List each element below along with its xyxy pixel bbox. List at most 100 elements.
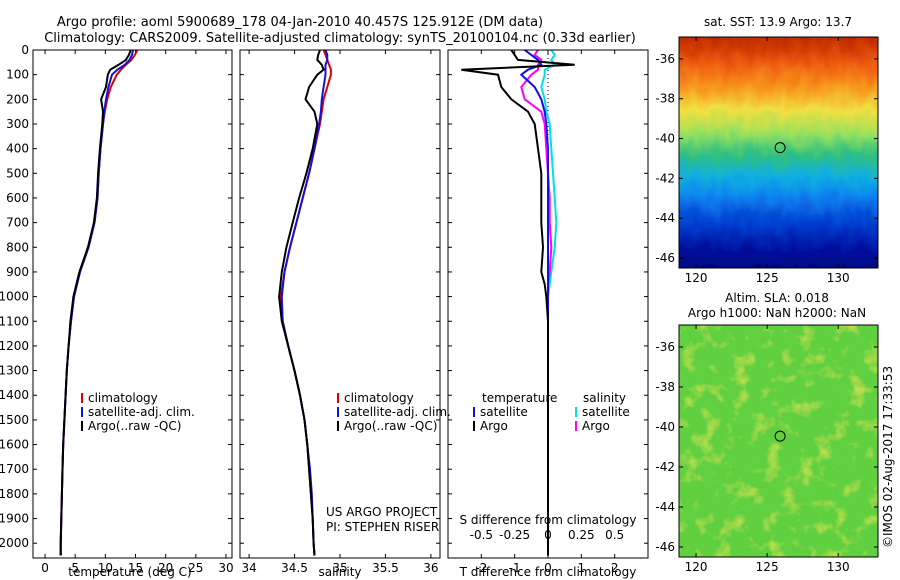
map-y-tick-label: -40 [655,132,675,146]
depth-tick-label: 1100 [0,314,29,328]
depth-tick-label: 1700 [0,462,29,476]
argo-line [278,49,325,556]
legend-label: Argo [480,419,508,433]
map-x-tick-label: 130 [827,271,850,285]
difference-profiles [461,49,575,558]
depth-tick-label: 800 [6,240,29,254]
temperature-plot-frame [32,49,233,559]
argo-line [59,49,132,556]
x-tick-label: 5 [71,561,79,575]
map-y-tick-label: -44 [655,500,675,514]
depth-tick-label: 1200 [0,339,29,353]
map-y-tick-label: -40 [655,420,675,434]
depth-tick-label: 700 [6,216,29,230]
x-tick-label: 30 [218,561,233,575]
argo-position-marker [774,430,786,442]
x-tick-label: 35 [332,561,347,575]
map-x-tick-label: 120 [685,560,708,574]
legend-label: satellite [582,405,630,419]
salinity-diff-tick-label: -0.5 [470,528,493,542]
legend-label: satellite-adj. clim. [88,405,195,419]
depth-tick-label: 400 [6,142,29,156]
legend-label: Argo(..raw -QC) [344,419,437,433]
depth-tick-label: 2000 [0,536,29,550]
x-tick-label: 15 [128,561,143,575]
map-y-tick-label: -44 [655,211,675,225]
temperature-argo-diff-line [461,49,575,556]
map-y-tick-label: -46 [655,251,675,265]
depth-tick-label: 600 [6,191,29,205]
sst-map-title: sat. SST: 13.9 Argo: 13.7 [704,15,852,29]
credit-pi: PI: STEPHEN RISER [326,520,439,534]
x-tick-label: 35.5 [372,561,399,575]
x-tick-label: 2 [611,561,619,575]
depth-tick-label: 1800 [0,487,29,501]
sla-map-subtitle: Argo h1000: NaN h2000: NaN [688,306,866,320]
salinity-diff-tick-label: 0.5 [605,528,624,542]
argo-position-marker [774,142,786,154]
depth-tick-label: 1300 [0,364,29,378]
x-tick-label: -2 [475,561,487,575]
temperature-panel: 0100200300400500600700800900100011001200… [0,43,648,579]
salinity-profiles [278,49,332,556]
legend-title: salinity [583,391,626,405]
satellite-adj-clim-line [59,49,135,556]
map-x-tick-label: 125 [756,560,779,574]
depth-tick-label: 200 [6,92,29,106]
sst-map-frame [678,36,879,269]
temperature-x-axis: 0 5 10 15 20 25 30 [41,50,234,575]
temperature-x-label: temperature (deg C) [68,565,191,579]
difference-plot-frame [447,49,649,559]
depth-tick-label: 1400 [0,388,29,402]
map-y-tick-label: -42 [655,171,675,185]
x-tick-label: 0 [544,561,552,575]
legend-label: Argo [582,419,610,433]
legend-label: climatology [344,391,414,405]
x-tick-label: 10 [98,561,113,575]
x-tick-label: 20 [158,561,173,575]
depth-tick-label: 0 [21,43,29,57]
salinity-diff-tick-label: 0.25 [568,528,595,542]
depth-tick-label: 300 [6,117,29,131]
x-tick-label: 0 [41,561,49,575]
x-tick-label: 34.5 [281,561,308,575]
temperature-profiles [59,49,139,556]
salinity-x-axis: 34 34.5 35 35.5 36 [241,50,439,575]
map-x-tick-label: 130 [827,560,850,574]
map-y-tick-label: -38 [655,92,675,106]
depth-tick-label: 500 [6,166,29,180]
salinity-panel: 34 34.5 35 35.5 36 salinity climatologysatel… [239,49,451,579]
map-y-tick-label: -36 [655,340,675,354]
x-tick-label: 36 [423,561,438,575]
sla-map-frame [678,324,879,558]
sst-map-axes: 120 125 130 -36 -38 -40 -42 -44 -46 [655,37,878,285]
depth-tick-label: 1600 [0,438,29,452]
depth-tick-label: 100 [6,68,29,82]
map-y-tick-label: -36 [655,52,675,66]
legend-label: climatology [88,391,158,405]
difference-x-label: T difference from climatology [459,565,637,579]
sst-field [679,37,878,268]
sla-map-panel: Altim. SLA: 0.018 Argo h1000: NaN h2000:… [655,291,879,574]
depth-tick-label: 1900 [0,512,29,526]
legend-label: satellite-adj. clim. [344,405,451,419]
x-tick-label: 1 [578,561,586,575]
x-tick-label: -1 [509,561,521,575]
x-tick-label: 34 [241,561,256,575]
map-x-tick-label: 125 [756,271,779,285]
header-title: Argo profile: aoml 5900689_178 04-Jan-20… [57,15,543,30]
depth-tick-label: 1500 [0,413,29,427]
sla-map-title: Altim. SLA: 0.018 [725,291,829,305]
map-x-tick-label: 120 [685,271,708,285]
legend-title: temperature [482,391,557,405]
x-tick-label: 25 [188,561,203,575]
legend-label: Argo(..raw -QC) [88,419,181,433]
map-y-tick-label: -46 [655,540,675,554]
depth-axis: 0 100 200 300 400 500 600 700 800 900 1000 1100 1200… [0,43,648,550]
legend-label: satellite [480,405,528,419]
sla-map-axes: 120 125 130 -36 -38 -40 -42 -44 -46 [655,325,878,574]
